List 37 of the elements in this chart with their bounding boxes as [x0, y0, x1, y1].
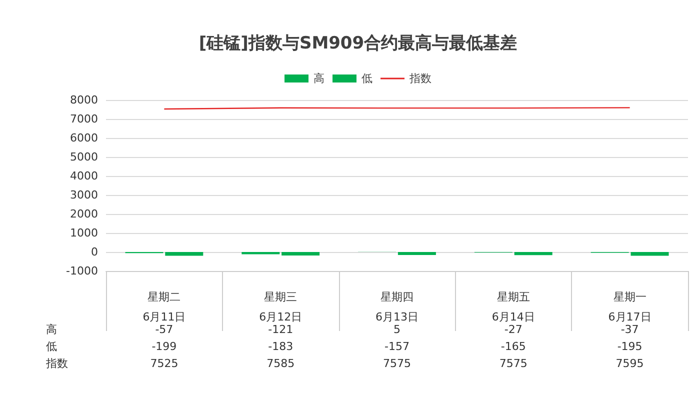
data-label: -37 — [620, 323, 639, 336]
x-tick-label: 星期一 6月17日 — [608, 290, 652, 324]
text: 指数 — [46, 357, 68, 370]
legend-label: 低 — [362, 72, 372, 85]
data-label: 7575 — [383, 357, 411, 370]
x-tick-label: 星期四 6月13日 — [376, 290, 418, 324]
data-label: 7585 — [266, 357, 295, 370]
data-label: -183 — [268, 340, 294, 353]
data-label: -165 — [500, 340, 526, 353]
y-tick-label: 5000 — [70, 150, 98, 164]
y-tick-label: 7000 — [70, 112, 98, 126]
data-label: 7575 — [499, 357, 528, 370]
y-tick-label: 6000 — [70, 132, 98, 144]
chart-title: [硅锰]指数与SM909合约最高与最低基差 — [198, 34, 518, 54]
data-label: -195 — [617, 340, 642, 353]
x-tick-label: 星期五 6月14日 — [492, 290, 535, 324]
text: 高 — [46, 323, 57, 336]
legend-label: 指数 — [408, 72, 432, 85]
y-tick-label: 3000 — [70, 188, 98, 202]
text: 低 — [46, 340, 57, 353]
y-tick-label: 2000 — [70, 208, 98, 220]
x-tick-label: 星期二 6月11日 — [142, 290, 186, 324]
data-label: -57 — [155, 323, 174, 336]
data-label: 7525 — [150, 357, 178, 370]
x-tick-label: 星期三 6月12日 — [259, 290, 302, 324]
y-tick-label: 1000 — [70, 226, 98, 240]
y-tick-label: 8000 — [70, 94, 98, 106]
legend-label: 高 — [314, 72, 324, 85]
data-label: -199 — [152, 340, 177, 353]
y-tick-label: 0 — [91, 246, 98, 258]
data-label: 7595 — [616, 357, 644, 370]
data-label: -27 — [504, 323, 522, 336]
data-label: -157 — [384, 340, 410, 353]
data-label: 5 — [394, 323, 400, 336]
y-tick-label: -1000 — [66, 264, 98, 278]
y-tick-label: 4000 — [70, 170, 98, 182]
data-label: -121 — [268, 323, 294, 336]
